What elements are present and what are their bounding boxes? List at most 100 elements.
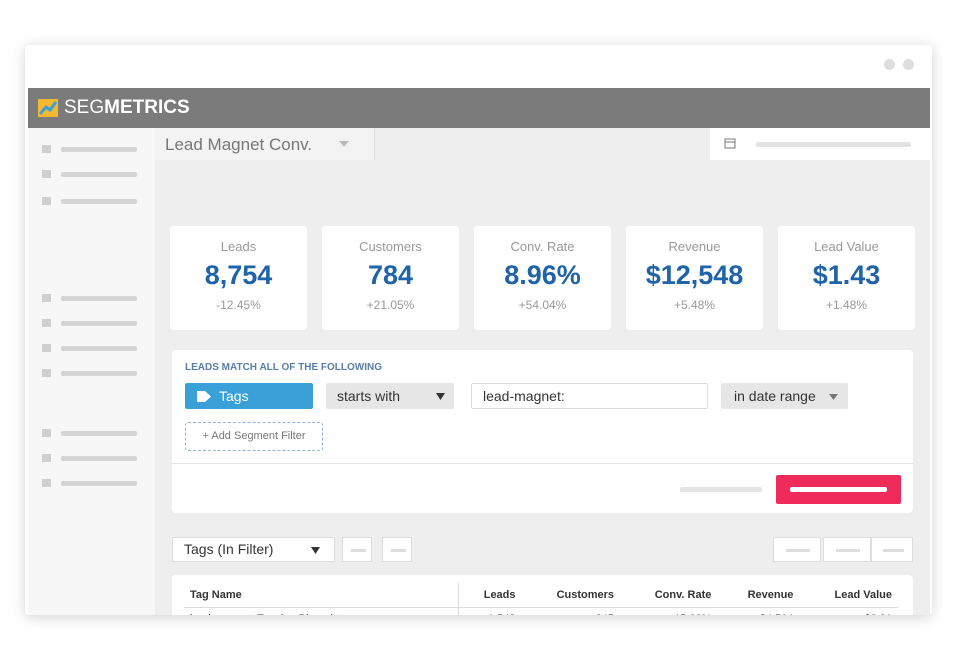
main: Lead Magnet Conv. Leads 8,754 -12.45% Custo… <box>155 128 930 615</box>
toolbar-button[interactable] <box>382 537 412 562</box>
stat-value: 784 <box>367 260 414 290</box>
stat-label: Leads <box>220 239 257 254</box>
stat-card: Revenue $12,548 +5.48% <box>626 226 763 330</box>
stat-change: +54.04% <box>518 298 567 312</box>
stat-value: 8,754 <box>204 260 273 290</box>
nav-icon <box>42 319 51 327</box>
nav-placeholder <box>61 296 137 301</box>
brand-light: SEG <box>64 97 105 118</box>
divider <box>172 463 913 464</box>
stat-card: Conv. Rate 8.96% +54.04% <box>474 226 611 330</box>
nav-icon <box>42 429 51 437</box>
tag-icon <box>197 391 211 402</box>
button-placeholder <box>836 549 860 552</box>
stat-card: Lead Value $1.43 +1.48% <box>778 226 915 330</box>
filter-panel: LEADS MATCH ALL OF THE FOLLOWING Tags st… <box>172 350 913 513</box>
toolbar-button[interactable] <box>871 537 913 562</box>
table-cell: 15.83% <box>620 607 718 615</box>
add-filter[interactable]: + Add Segment Filter <box>185 422 323 451</box>
field-button[interactable]: Tags <box>185 383 313 409</box>
window-dot <box>884 59 895 70</box>
filter-heading: LEADS MATCH ALL OF THE FOLLOWING <box>185 362 383 373</box>
report-title: Lead Magnet Conv. <box>165 135 313 154</box>
stat-label: Customers <box>359 239 422 254</box>
window-dot <box>903 59 914 70</box>
stat-label: Conv. Rate <box>510 239 575 254</box>
toolbar-button[interactable] <box>773 537 821 562</box>
nav-icon <box>42 479 51 487</box>
apply-button[interactable] <box>776 475 901 504</box>
stat-label: Lead Value <box>814 239 879 254</box>
date-picker[interactable] <box>710 128 930 160</box>
button-placeholder <box>882 549 904 552</box>
table-cell: lead-magnet: Tagging Blueprint <box>184 607 459 615</box>
nav-placeholder <box>61 431 137 436</box>
group-select[interactable]: Tags (In Filter) <box>172 537 335 562</box>
nav-icon <box>42 454 51 462</box>
button-placeholder <box>786 549 810 552</box>
logo-icon <box>38 99 58 117</box>
table-cell: 1,548 <box>458 607 522 615</box>
toolbar-button[interactable] <box>342 537 372 562</box>
add-filter-label: + Add Segment Filter <box>202 430 306 442</box>
field-label: Tags <box>219 388 249 404</box>
column-header: Conv. Rate <box>620 583 718 608</box>
table-cell: 245 <box>521 607 621 615</box>
table-cell: $2.91 <box>799 607 898 615</box>
nav-placeholder <box>61 346 137 351</box>
stat-change: -12.45% <box>216 298 261 312</box>
caret <box>436 393 445 400</box>
nav-icon <box>42 369 51 377</box>
nav-icon <box>42 294 51 302</box>
nav-placeholder <box>61 321 137 326</box>
table-row[interactable]: lead-magnet: Tagging Blueprint1,54824515… <box>184 607 898 615</box>
nav-placeholder <box>61 371 137 376</box>
stat-value: $1.43 <box>812 260 881 290</box>
column-header: Revenue <box>717 583 800 608</box>
operator-select[interactable]: starts with <box>326 383 454 409</box>
caret <box>829 394 838 400</box>
stat-change: +5.48% <box>673 298 716 312</box>
stat-card: Customers 784 +21.05% <box>322 226 459 330</box>
app-header: SEGMETRICS <box>28 88 930 128</box>
button-placeholder <box>350 549 366 552</box>
caret <box>311 547 320 554</box>
input-text: lead-magnet: <box>483 388 565 404</box>
column-header: Customers <box>521 583 621 608</box>
range-label: in date range <box>734 388 816 404</box>
window: SEGMETRICS Lead Magnet Conv. Leads 8,754 -… <box>25 45 932 615</box>
range-select[interactable]: in date range <box>721 383 848 409</box>
nav-placeholder <box>61 172 137 177</box>
stat-change: +21.05% <box>366 298 415 312</box>
stat-card: Leads 8,754 -12.45% <box>170 226 307 330</box>
nav-icon <box>42 145 51 153</box>
column-header: Lead Value <box>799 583 898 608</box>
column-header: Leads <box>458 583 522 608</box>
nav-placeholder <box>61 147 137 152</box>
table-card: Tag Name Leads Customers Conv. Rate Revenue L… <box>172 575 913 615</box>
button-placeholder <box>790 487 887 492</box>
toolbar-button[interactable] <box>823 537 871 562</box>
button-placeholder <box>390 549 406 552</box>
nav-placeholder <box>61 481 137 486</box>
header-row: Tag Name Leads Customers Conv. Rate Revenue L… <box>184 583 898 608</box>
group-label: Tags (In Filter) <box>184 541 274 557</box>
nav-placeholder <box>61 456 137 461</box>
report-select[interactable]: Lead Magnet Conv. <box>155 128 375 160</box>
placeholder <box>680 487 762 492</box>
operator-label: starts with <box>337 388 401 404</box>
nav-icon <box>42 170 51 178</box>
stat-label: Revenue <box>668 239 721 254</box>
stat-change: +1.48% <box>825 298 868 312</box>
data-table: Tag Name Leads Customers Conv. Rate Revenue L… <box>184 583 898 615</box>
caret <box>339 141 349 147</box>
sidebar <box>28 128 155 615</box>
nav-icon <box>42 344 51 352</box>
nav-icon <box>42 197 51 205</box>
value-input[interactable]: lead-magnet: <box>471 383 708 409</box>
brand-bold: METRICS <box>104 97 190 118</box>
column-header: Tag Name <box>184 583 459 608</box>
placeholder <box>756 142 911 147</box>
stat-value: 8.96% <box>504 260 581 290</box>
